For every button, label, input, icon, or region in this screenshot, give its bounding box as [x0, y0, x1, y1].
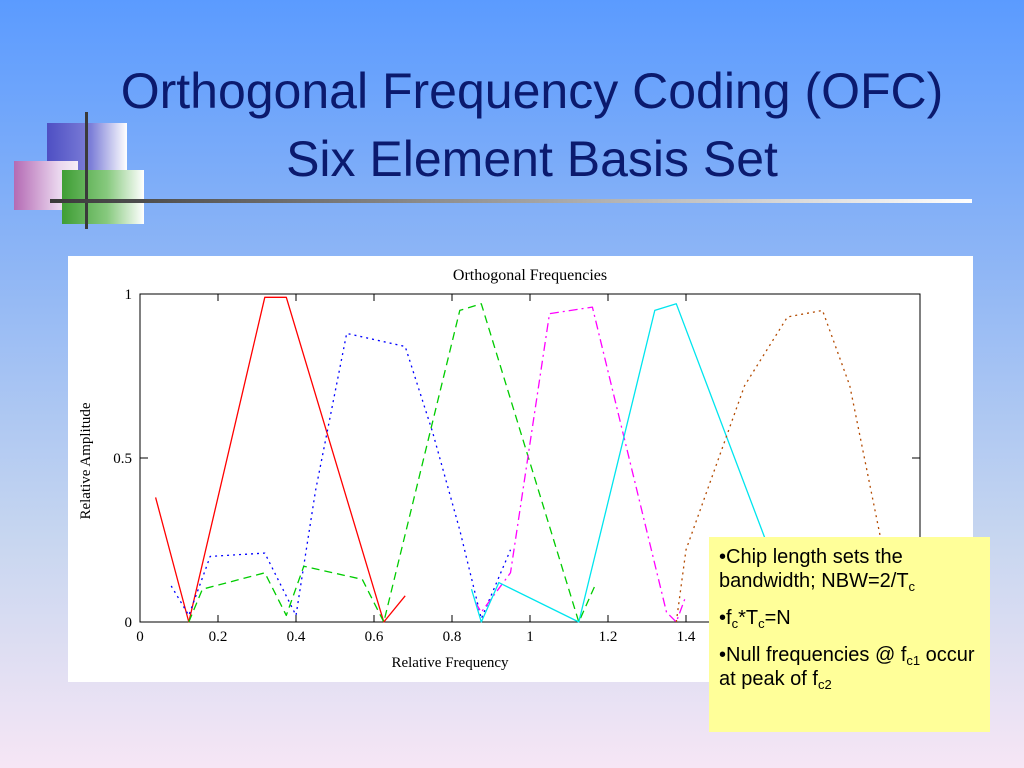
note-bullet-3: •Null frequencies @ fc1 occur at peak of…: [719, 643, 980, 691]
y-tick-label: 0: [125, 615, 133, 631]
slide-title-line2: Six Element Basis Set: [286, 131, 778, 187]
x-tick-label: 0.2: [209, 629, 228, 645]
note-3-sub2: c2: [817, 677, 832, 692]
y-tick-label: 0.5: [113, 451, 132, 467]
y-tick-label: 1: [125, 287, 133, 303]
note-3-mid: occur at peak of f: [719, 644, 975, 690]
x-tick-label: 1.4: [677, 629, 696, 645]
series-line-1: [154, 296, 406, 623]
note-3-pre: •Null frequencies @ f: [719, 644, 907, 666]
note-3-sub1: c1: [906, 653, 921, 668]
note-2-sub2: c: [758, 616, 765, 631]
x-tick-label: 0.8: [443, 629, 462, 645]
x-tick-label: 1: [526, 629, 534, 645]
note-2-pre: •f: [719, 607, 732, 629]
series-line-6: [675, 309, 882, 623]
chart: Orthogonal Frequencies Relative Frequency…: [78, 267, 921, 671]
decor-vertical-line: [85, 112, 88, 229]
note-bullet-2: •fc*Tc=N: [719, 606, 980, 630]
note-1-text: •Chip length sets the bandwidth; NBW=2/T: [719, 546, 909, 592]
series-line-4: [474, 306, 687, 623]
note-1-sub: c: [908, 579, 916, 594]
x-axis-label: Relative Frequency: [391, 655, 509, 671]
note-2-post: =N: [764, 607, 791, 629]
x-tick-label: 0.4: [287, 629, 306, 645]
series-line-2: [170, 332, 512, 620]
x-tick-label: 0.6: [365, 629, 384, 645]
title-underline: [50, 199, 972, 203]
notes-box: •Chip length sets the bandwidth; NBW=2/T…: [709, 537, 990, 732]
chart-title: Orthogonal Frequencies: [453, 267, 607, 284]
note-bullet-1: •Chip length sets the bandwidth; NBW=2/T…: [719, 545, 980, 593]
note-2-sub1: c: [731, 616, 739, 631]
y-axis-label: Relative Amplitude: [78, 402, 94, 519]
slide-title-line1: Orthogonal Frequency Coding (OFC): [120, 63, 944, 119]
note-2-mid: *T: [738, 607, 759, 629]
x-tick-label: 1.2: [599, 629, 618, 645]
decor-square-green: [62, 170, 144, 224]
series-line-5: [470, 303, 773, 623]
series-line-3: [188, 303, 597, 623]
x-tick-label: 0: [136, 629, 144, 645]
